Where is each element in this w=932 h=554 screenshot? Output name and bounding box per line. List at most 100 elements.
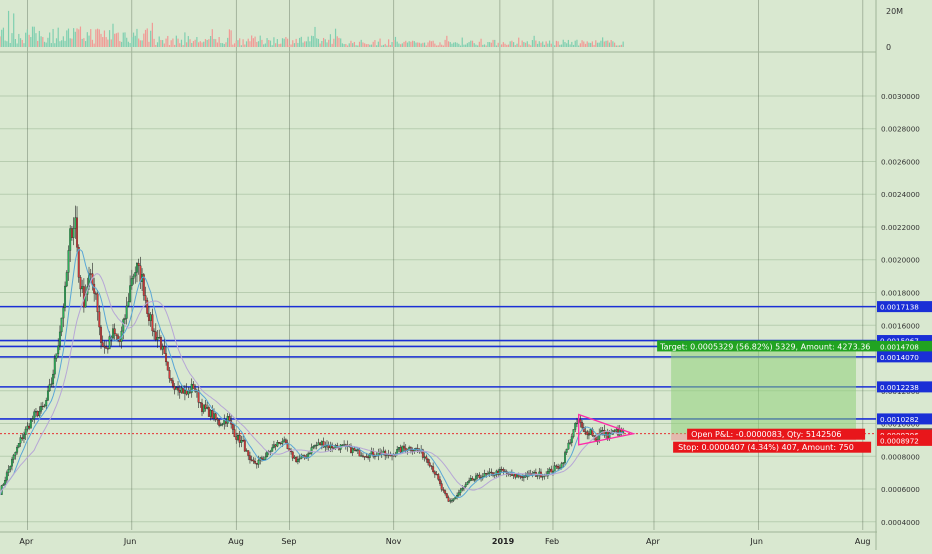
candle-body <box>79 277 82 290</box>
volume-bar <box>458 43 460 47</box>
price-label-bg[interactable] <box>877 434 932 446</box>
candle-body <box>41 405 44 408</box>
candle-body <box>451 500 453 502</box>
candle-body <box>478 474 481 478</box>
candle-body <box>427 458 429 463</box>
candle-body <box>459 489 462 493</box>
volume-bar <box>54 43 56 47</box>
volume-bar <box>542 41 544 47</box>
volume-bar <box>312 36 314 47</box>
volume-bar <box>423 42 426 47</box>
volume-bar <box>21 39 23 47</box>
volume-bar <box>233 43 236 47</box>
volume-bar <box>454 42 456 47</box>
candle-body <box>240 440 243 443</box>
volume-bar <box>586 41 588 47</box>
candle-body <box>170 378 173 381</box>
volume-bar <box>115 33 118 47</box>
volume-bar <box>290 44 292 47</box>
volume-bar <box>103 30 106 47</box>
candle-body <box>65 272 68 287</box>
pnl-label-bg[interactable] <box>687 428 866 440</box>
candle-body <box>521 476 524 478</box>
volume-bar <box>88 35 90 47</box>
candle-body <box>284 439 287 444</box>
target-zone[interactable] <box>671 346 856 434</box>
candle-body <box>98 311 101 328</box>
candle-body <box>28 425 31 429</box>
time-tick-label: Jun <box>123 537 137 546</box>
volume-bar <box>132 32 135 47</box>
volume-bar <box>4 40 6 47</box>
price-tick-label: 0.0004000 <box>881 518 920 527</box>
candle-body <box>469 478 472 481</box>
candle-body <box>257 459 260 465</box>
candle-body <box>154 331 157 340</box>
volume-bar <box>249 41 251 47</box>
volume-bar <box>518 37 520 47</box>
volume-bar <box>45 42 47 47</box>
moving-average-slow <box>0 273 624 495</box>
candle-body <box>125 305 128 319</box>
target-label-bg[interactable] <box>657 340 886 352</box>
volume-bar <box>324 39 326 47</box>
stop-label-bg[interactable] <box>673 441 872 453</box>
candle-body <box>320 441 323 445</box>
price-label-bg[interactable] <box>877 413 932 425</box>
volume-bar <box>7 10 10 48</box>
price-label-bg[interactable] <box>877 351 932 363</box>
volume-bar <box>186 42 188 47</box>
time-tick-label: Apr <box>19 537 34 546</box>
volume-bar <box>400 44 402 47</box>
price-label-bg[interactable] <box>877 381 932 393</box>
candle-body <box>31 418 34 421</box>
volume-bar <box>264 43 266 47</box>
volume-bar <box>365 44 367 47</box>
symmetrical-triangle[interactable] <box>578 413 636 446</box>
price-label-bg[interactable] <box>877 335 932 347</box>
volume-bar <box>141 40 143 47</box>
volume-bar <box>230 30 232 47</box>
volume-bar <box>446 35 448 47</box>
volume-bar <box>314 26 316 47</box>
position-labels[interactable]: Target: 0.0005329 (56.82%) 5329, Amount:… <box>657 340 886 453</box>
volume-bar <box>622 41 624 47</box>
candle-body <box>245 450 248 452</box>
triangle-pattern[interactable] <box>578 413 636 446</box>
volume-bar <box>504 43 506 47</box>
volume-bar <box>50 43 52 47</box>
volume-bar <box>430 41 433 47</box>
volume-bar <box>425 45 427 47</box>
candle-body <box>50 383 53 385</box>
price-label-bg[interactable] <box>877 340 932 352</box>
candle-body <box>474 475 477 480</box>
volume-bar <box>329 34 332 47</box>
candle-body <box>254 461 257 464</box>
volume-bar <box>384 43 386 47</box>
candle-body <box>488 471 491 474</box>
candle-body <box>153 330 156 332</box>
volume-bar <box>273 37 275 47</box>
candle-body <box>171 380 174 387</box>
volume-bar <box>364 43 366 47</box>
time-axis[interactable]: Apr Jun Aug Sep Nov 2019 Feb Apr Jun Aug <box>19 537 870 546</box>
price-axis[interactable]: 20M00.00040000.00060000.00080000.0010000… <box>877 0 932 550</box>
volume-bar <box>379 38 381 47</box>
price-label-bg[interactable] <box>877 301 932 313</box>
candle-body <box>146 300 149 314</box>
volume-bar <box>148 41 150 47</box>
volume-bar <box>197 42 200 47</box>
volume-bar <box>415 42 417 47</box>
volume-bar <box>71 38 73 47</box>
candle-body <box>356 449 359 451</box>
candle-body <box>514 473 517 478</box>
volume-bar <box>143 33 145 47</box>
price-tick-label: 0.0018000 <box>881 289 920 298</box>
candle-body <box>216 418 219 421</box>
price-label-level: 0.0012238 <box>880 383 919 392</box>
volume-bar <box>540 42 542 47</box>
position-zones[interactable] <box>671 346 856 441</box>
